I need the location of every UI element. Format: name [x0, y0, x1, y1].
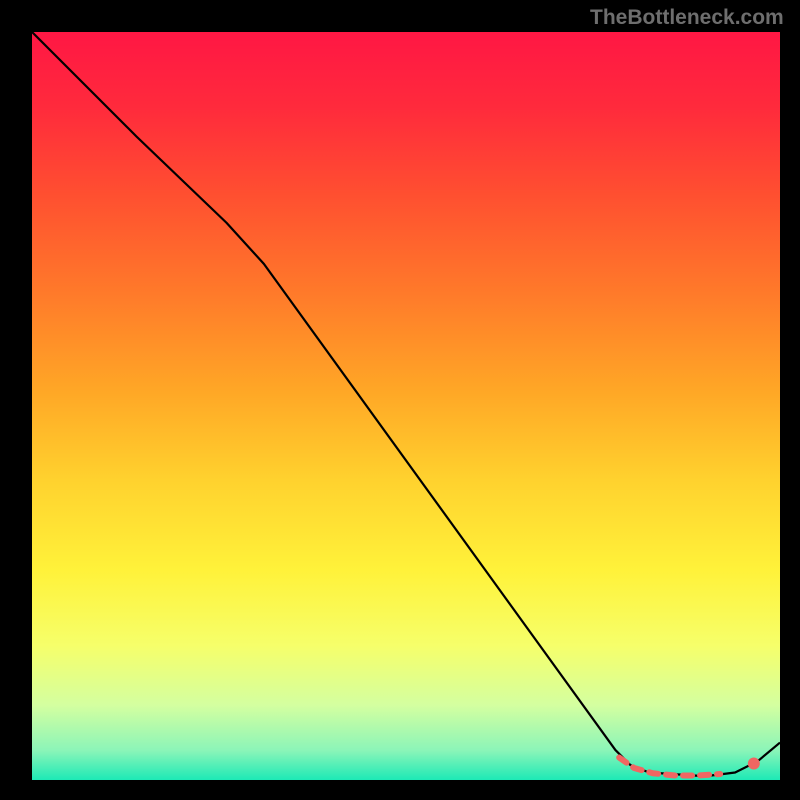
plot-area — [32, 32, 780, 780]
optimal-point-marker — [748, 758, 760, 770]
watermark-text: TheBottleneck.com — [590, 6, 784, 30]
chart-svg — [32, 32, 780, 780]
